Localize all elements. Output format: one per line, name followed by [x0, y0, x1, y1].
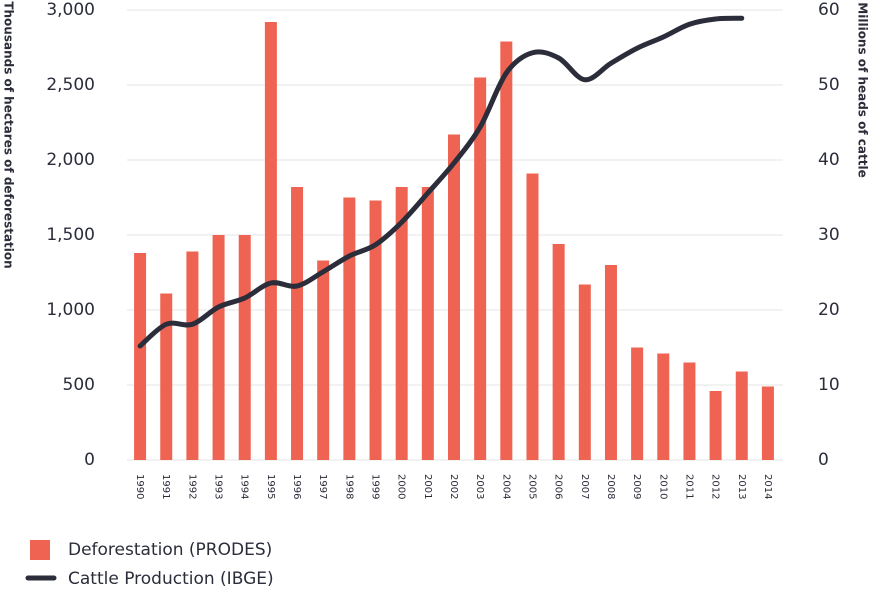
- x-tick-label: 2013: [736, 474, 747, 499]
- x-tick-label: 1993: [213, 474, 224, 499]
- bar: [421, 187, 434, 460]
- bar: [134, 253, 147, 460]
- x-tick-label: 2010: [657, 474, 668, 499]
- x-tick-label: 2000: [396, 474, 407, 499]
- line: [137, 15, 745, 349]
- x-tick-label: 2006: [553, 474, 564, 499]
- bar: [683, 362, 696, 460]
- bar: [212, 235, 225, 460]
- bar: [657, 353, 670, 460]
- x-tick-label: 1996: [291, 474, 302, 499]
- y2-tick-label: 10: [818, 375, 840, 395]
- bar: [709, 391, 722, 460]
- bar: [526, 173, 539, 460]
- bar: [631, 347, 644, 460]
- bar: [186, 251, 199, 460]
- bar: [291, 187, 304, 460]
- x-tick-label: 2011: [683, 474, 694, 499]
- bar: [761, 386, 774, 460]
- x-tick-label: 1991: [160, 474, 171, 499]
- x-tick-label: 1992: [186, 474, 197, 499]
- x-tick-label: 1994: [239, 474, 250, 499]
- y-tick-label: 1,500: [46, 225, 95, 245]
- y-tick-label: 0: [84, 450, 95, 470]
- x-tick-label: 1999: [370, 474, 381, 499]
- x-tick-label: 2002: [448, 474, 459, 499]
- x-tick-label: 2012: [710, 474, 721, 499]
- bar: [343, 197, 356, 460]
- y2-axis-title: Millions of heads of cattle: [856, 2, 870, 177]
- y2-tick-label: 50: [818, 75, 840, 95]
- bar: [578, 284, 591, 460]
- x-tick-label: 1998: [343, 474, 354, 499]
- y-tick-label: 2,500: [46, 75, 95, 95]
- bar: [238, 235, 251, 460]
- x-tick-label: 1997: [317, 474, 328, 499]
- y2-tick-label: 60: [818, 0, 840, 20]
- bar: [448, 134, 460, 460]
- x-tick-label: 2004: [500, 474, 511, 499]
- x-tick-label: 2005: [526, 474, 537, 499]
- legend-label: Cattle Production (IBGE): [68, 569, 274, 589]
- y2-tick-label: 20: [818, 300, 840, 320]
- x-tick-label: 2008: [605, 474, 616, 499]
- y2-tick-label: 30: [818, 225, 840, 245]
- x-tick-label: 2014: [762, 474, 773, 499]
- bar: [735, 371, 748, 460]
- bar: [552, 244, 565, 460]
- bar: [369, 200, 382, 460]
- legend-swatch: [30, 540, 50, 560]
- bar: [264, 22, 277, 460]
- bar: [474, 77, 487, 460]
- x-tick-label: 2003: [474, 474, 485, 499]
- x-tick-label: 2007: [579, 474, 590, 499]
- x-tick-label: 2009: [631, 474, 642, 499]
- y-tick-label: 3,000: [46, 0, 95, 20]
- y2-tick-label: 40: [818, 150, 840, 170]
- x-tick-label: 2001: [422, 474, 433, 499]
- x-tick-label: 1995: [265, 474, 276, 499]
- y-tick-label: 1,000: [46, 300, 95, 320]
- bar: [395, 187, 408, 460]
- legend-label: Deforestation (PRODES): [68, 540, 272, 560]
- y-axis-title: Thousands of hectares of deforestation: [2, 1, 16, 268]
- bar: [500, 41, 513, 460]
- bar: [160, 293, 173, 460]
- y-tick-label: 500: [63, 375, 95, 395]
- y-tick-label: 2,000: [46, 150, 95, 170]
- x-tick-label: 1990: [134, 474, 145, 499]
- y2-tick-label: 0: [818, 450, 829, 470]
- bar: [604, 265, 617, 460]
- bar: [317, 260, 330, 460]
